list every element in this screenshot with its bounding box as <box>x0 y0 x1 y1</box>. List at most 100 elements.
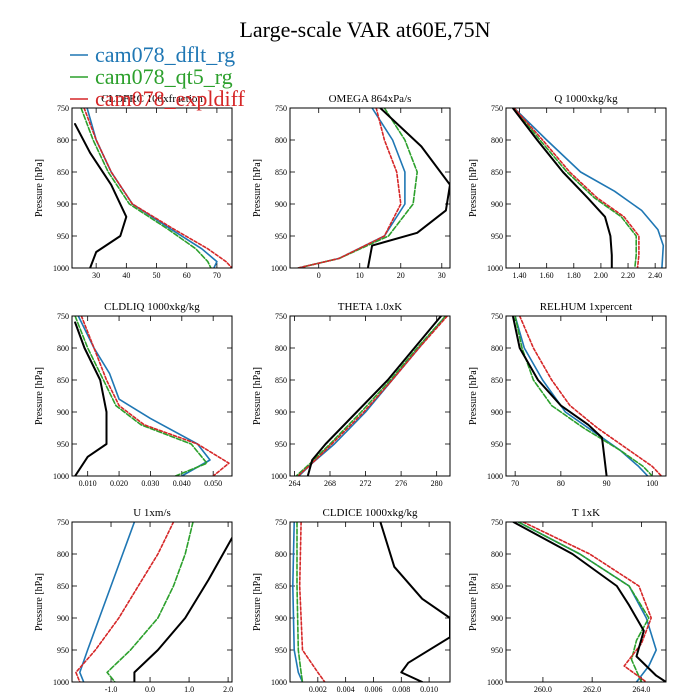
y-axis-label: Pressure [hPa] <box>468 159 479 217</box>
y-tick-label: 750 <box>57 518 69 527</box>
panel-title: OMEGA 864xPa/s <box>329 93 412 105</box>
reference-line <box>512 522 666 682</box>
plot-frame <box>289 521 451 683</box>
legend-label: cam078_qt5_rg <box>95 64 233 89</box>
y-tick-label: 950 <box>57 232 69 241</box>
plot-frame <box>289 315 451 477</box>
panel-title: Q 1000xkg/kg <box>554 93 618 105</box>
x-tick-label: 2.20 <box>621 271 635 280</box>
series-line-3 <box>513 108 640 268</box>
y-tick-label: 800 <box>275 136 287 145</box>
x-tick-label: 0.050 <box>204 479 222 488</box>
y-tick-label: 800 <box>275 344 287 353</box>
y-tick-label: 1000 <box>487 472 503 481</box>
legend-label: cam078_expldiff <box>95 86 246 111</box>
x-tick-label: 264.0 <box>632 685 650 694</box>
x-tick-label: 1.40 <box>513 271 527 280</box>
panel: OMEGA 864xPa/s Pressure [hPa] 750 800 850 900… <box>252 93 451 280</box>
x-tick-label: 90 <box>603 479 611 488</box>
series-line-3 <box>522 522 652 682</box>
x-tick-label: 70 <box>213 271 221 280</box>
y-tick-label: 900 <box>57 200 69 209</box>
y-axis-label: Pressure [hPa] <box>468 367 479 425</box>
y-tick-label: 750 <box>491 518 503 527</box>
panel: T 1xK Pressure [hPa] 750 800 850 900 950 1000 26… <box>468 507 667 694</box>
x-tick-label: 0.0 <box>145 685 155 694</box>
reference-line <box>306 316 443 476</box>
x-tick-label: 0.020 <box>110 479 128 488</box>
x-tick-label: 0.008 <box>392 685 410 694</box>
y-tick-label: 850 <box>57 168 69 177</box>
x-tick-label: 0.010 <box>420 685 438 694</box>
panel-title: CLDICE 1000xkg/kg <box>322 507 418 519</box>
y-tick-label: 750 <box>275 104 287 113</box>
series-line-1 <box>297 108 406 268</box>
panel-title: THETA 1.0xK <box>338 301 403 313</box>
y-tick-label: 1000 <box>53 678 69 687</box>
plot-frame <box>505 521 667 683</box>
y-tick-label: 750 <box>275 518 287 527</box>
x-tick-label: 2.40 <box>648 271 662 280</box>
y-tick-label: 800 <box>491 344 503 353</box>
x-tick-label: 280 <box>431 479 443 488</box>
series-line-1 <box>79 522 136 682</box>
y-axis-label: Pressure [hPa] <box>34 367 45 425</box>
series-line-1 <box>517 522 657 682</box>
y-tick-label: 800 <box>57 136 69 145</box>
y-tick-label: 850 <box>275 168 287 177</box>
y-tick-label: 900 <box>275 408 287 417</box>
y-tick-label: 750 <box>57 312 69 321</box>
panel: RELHUM 1xpercent Pressure [hPa] 750 800 850 9… <box>468 301 667 488</box>
y-tick-label: 750 <box>275 312 287 321</box>
y-tick-label: 850 <box>57 376 69 385</box>
series-line-2 <box>80 108 212 268</box>
reference-line <box>511 108 613 268</box>
series-line-1 <box>514 316 649 476</box>
series-line-2 <box>106 522 194 682</box>
panel-title: U 1xm/s <box>133 507 171 519</box>
x-tick-label: 1.80 <box>567 271 581 280</box>
series-line-3 <box>518 316 663 476</box>
figure-title: Large-scale VAR at60E,75N <box>239 17 490 42</box>
y-tick-label: 850 <box>275 582 287 591</box>
series-line-3 <box>75 522 175 682</box>
panel: THETA 1.0xK Pressure [hPa] 750 800 850 900 950… <box>252 301 451 488</box>
y-tick-label: 800 <box>275 550 287 559</box>
y-tick-label: 950 <box>275 232 287 241</box>
reference-line <box>511 316 608 476</box>
reference-line <box>74 321 108 476</box>
y-tick-label: 800 <box>491 136 503 145</box>
y-tick-label: 1000 <box>271 678 287 687</box>
plot-frame <box>71 315 233 477</box>
panel: CLDICE 1000xkg/kg Pressure [hPa] 750 800 850… <box>252 507 451 694</box>
panel: CLDFRC 100xfraction Pressure [hPa] 750 800 8… <box>34 93 233 280</box>
y-tick-label: 850 <box>57 582 69 591</box>
x-tick-label: -1.0 <box>105 685 118 694</box>
x-tick-label: 40 <box>122 271 130 280</box>
y-tick-label: 1000 <box>271 264 287 273</box>
x-tick-label: 60 <box>183 271 191 280</box>
x-tick-label: 1.0 <box>184 685 194 694</box>
x-tick-label: 20 <box>397 271 405 280</box>
series-line-1 <box>292 522 304 682</box>
y-tick-label: 750 <box>491 104 503 113</box>
x-tick-label: 0.006 <box>364 685 382 694</box>
x-tick-label: 30 <box>438 271 446 280</box>
y-axis-label: Pressure [hPa] <box>252 573 263 631</box>
y-tick-label: 900 <box>491 614 503 623</box>
series-line-2 <box>74 316 208 476</box>
y-tick-label: 850 <box>275 376 287 385</box>
y-tick-label: 750 <box>491 312 503 321</box>
y-tick-label: 850 <box>491 376 503 385</box>
y-tick-label: 900 <box>275 200 287 209</box>
series-line-1 <box>77 316 211 476</box>
y-tick-label: 900 <box>57 408 69 417</box>
x-tick-label: 0.002 <box>309 685 327 694</box>
x-tick-label: 50 <box>153 271 161 280</box>
y-axis-label: Pressure [hPa] <box>34 159 45 217</box>
reference-line <box>74 123 128 268</box>
plot-frame <box>505 107 667 269</box>
series-line-2 <box>513 108 637 268</box>
y-tick-label: 800 <box>57 550 69 559</box>
